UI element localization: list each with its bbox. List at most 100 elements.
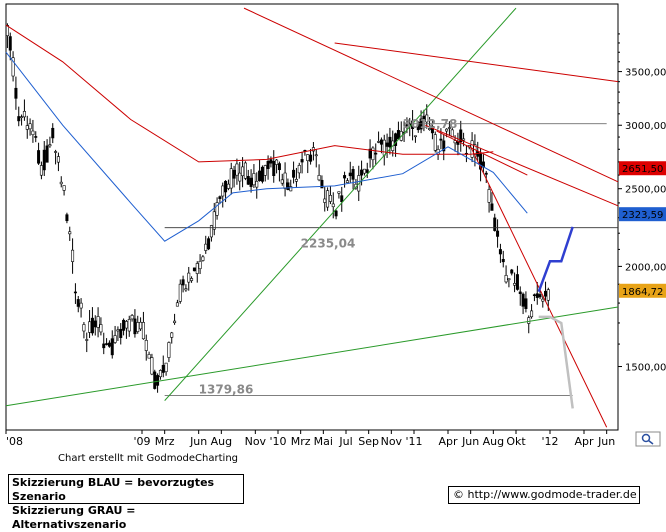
candle-body <box>215 202 219 216</box>
candle-body <box>164 362 168 373</box>
candle-body <box>42 149 46 171</box>
candle-body <box>297 165 301 174</box>
candle-body <box>201 256 205 261</box>
candle-body <box>425 114 429 123</box>
candle-body <box>252 173 256 186</box>
trendline-red-2 <box>243 7 619 183</box>
trendline-green-up <box>164 7 517 401</box>
trendline-red-3 <box>425 124 619 207</box>
candle-body <box>334 210 338 217</box>
candle-body <box>187 272 191 283</box>
candle-body <box>249 177 253 187</box>
candle-body <box>156 375 160 386</box>
price-label-text: 1864,72 <box>622 287 663 298</box>
series-line-2 <box>537 226 574 293</box>
candle-body <box>286 182 290 191</box>
candle-body <box>93 320 97 328</box>
candle-body <box>428 128 432 131</box>
x-tick-label: '10 <box>269 435 286 448</box>
candle-body <box>544 290 548 297</box>
candle-body <box>498 249 502 255</box>
candle-body <box>462 138 466 141</box>
candle-body <box>45 145 49 163</box>
candle-body <box>37 150 41 164</box>
candle-body <box>209 225 213 238</box>
candle-body <box>388 136 392 148</box>
candle-body <box>345 180 349 183</box>
candle-body <box>198 260 202 270</box>
candle-body <box>22 111 26 118</box>
candle-body <box>113 335 117 343</box>
candle-body <box>76 299 80 307</box>
icon-handle <box>648 439 654 445</box>
candle-body <box>535 293 539 298</box>
candle-body <box>105 343 109 345</box>
candle-body <box>343 175 347 179</box>
candle-body <box>144 340 148 351</box>
price-label-text: 2651,50 <box>622 164 663 175</box>
source-url: © http://www.godmode-trader.de <box>448 486 640 504</box>
candle-body <box>65 214 69 222</box>
candle-body <box>178 283 182 302</box>
candle-body <box>269 159 273 164</box>
candle-body <box>351 169 355 180</box>
candle-body <box>442 140 446 152</box>
x-tick-label: Okt <box>506 435 526 448</box>
series-line-1 <box>5 51 528 242</box>
candle-body <box>34 136 38 138</box>
annotations: 3012,78 2235,04 1379,86 2651,50 2323,59 1864,… <box>199 117 666 447</box>
x-tick-label: Aug <box>211 435 232 448</box>
x-tick-label: Mrz <box>155 435 175 448</box>
x-tick-label: Mai <box>314 435 333 448</box>
legend-blue: Skizzierung BLAU = bevorzugtes Szenario <box>12 476 215 503</box>
y-tick-label: 1500,00 <box>625 363 666 374</box>
x-tick-label: '12 <box>541 435 558 448</box>
candle-body <box>99 324 103 333</box>
candle-body <box>54 151 58 153</box>
candle-body <box>323 198 327 203</box>
candle-body <box>139 321 143 330</box>
candle-body <box>518 291 522 294</box>
candle-body <box>181 279 185 286</box>
y-tick-label: 3500,00 <box>625 68 666 79</box>
series-line-0 <box>5 24 494 163</box>
candle-body <box>365 169 369 173</box>
scenario-legend: Skizzierung BLAU = bevorzugtes Szenario … <box>8 474 244 531</box>
chart-credit: Chart erstellt mit GodmodeCharting <box>58 453 238 464</box>
candle-body <box>260 166 264 182</box>
candle-body <box>484 172 488 175</box>
candle-body <box>167 342 171 358</box>
candle-body <box>275 159 279 165</box>
x-tick-label: '09 <box>133 435 150 448</box>
candle-body <box>309 154 313 162</box>
candle-body <box>416 121 420 131</box>
candle-body <box>479 153 483 170</box>
x-tick-label: Jun <box>461 435 479 448</box>
candle-body <box>14 87 18 99</box>
x-tick-label: '11 <box>405 435 422 448</box>
candle-body <box>362 168 366 174</box>
candle-body <box>116 329 120 332</box>
icon-lens <box>641 433 651 443</box>
candle-body <box>530 310 534 318</box>
candle-body <box>430 125 434 134</box>
candle-body <box>317 175 321 181</box>
x-tick-label: Nov <box>381 435 403 448</box>
candle-body <box>532 294 536 296</box>
candle-body <box>229 168 233 189</box>
candle-body <box>107 342 111 347</box>
candle-body <box>348 172 352 177</box>
candle-body <box>224 180 228 193</box>
candle-body <box>496 230 500 237</box>
candle-body <box>396 130 400 140</box>
candle-body <box>377 141 381 143</box>
candle-body <box>212 211 216 230</box>
candle-body <box>150 357 154 375</box>
candle-body <box>28 123 32 130</box>
candle-body <box>546 289 550 301</box>
y-tick-label: 2500,00 <box>625 185 666 196</box>
candle-body <box>85 339 89 341</box>
candle-body <box>314 154 318 157</box>
candle-body <box>204 243 208 251</box>
x-tick-label: Jun <box>189 435 207 448</box>
